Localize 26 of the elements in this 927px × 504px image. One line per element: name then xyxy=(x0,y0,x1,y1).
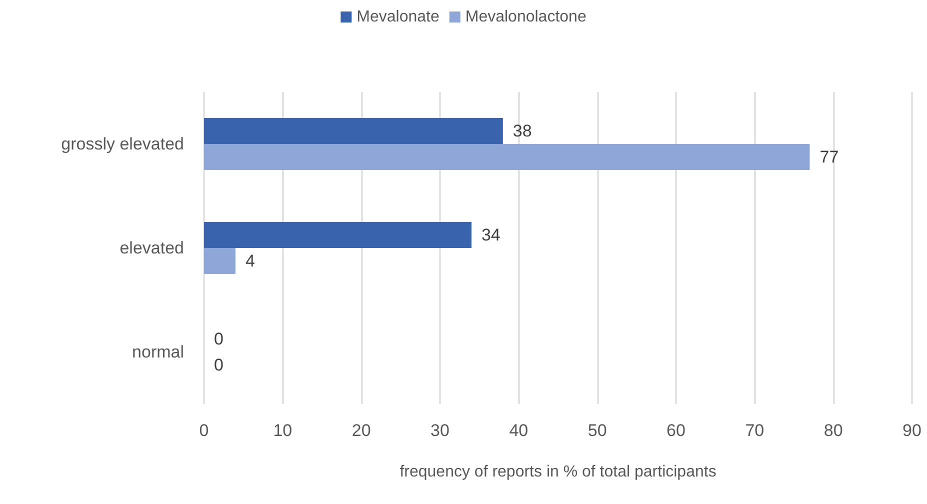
legend-label: Mevalonolactone xyxy=(465,8,586,26)
x-tick-label: 50 xyxy=(588,421,607,440)
legend-label: Mevalonate xyxy=(356,8,440,26)
x-tick-label: 30 xyxy=(430,421,450,440)
data-label: 0 xyxy=(214,330,224,348)
x-tick-label: 90 xyxy=(902,421,922,440)
bar xyxy=(204,222,472,248)
data-label: 34 xyxy=(481,226,500,244)
x-tick-label: 10 xyxy=(273,421,292,440)
data-label: 38 xyxy=(512,122,532,140)
x-tick-label: 80 xyxy=(824,421,843,440)
x-tick-label: 20 xyxy=(352,421,371,440)
y-tick-label: normal xyxy=(132,342,184,362)
bar xyxy=(204,118,503,144)
x-tick-label: 60 xyxy=(666,421,686,440)
x-tick-label: 0 xyxy=(199,421,209,440)
data-label: 77 xyxy=(820,148,839,166)
x-tick-label: 40 xyxy=(509,421,528,440)
data-label: 0 xyxy=(214,356,224,374)
data-label: 4 xyxy=(245,252,255,270)
y-tick-label: grossly elevated xyxy=(61,134,184,154)
bar xyxy=(204,144,810,170)
x-tick-label: 70 xyxy=(745,421,764,440)
x-axis-title: frequency of reports in % of total participants xyxy=(400,464,716,480)
y-tick-label: elevated xyxy=(120,238,184,258)
bar xyxy=(204,248,236,274)
